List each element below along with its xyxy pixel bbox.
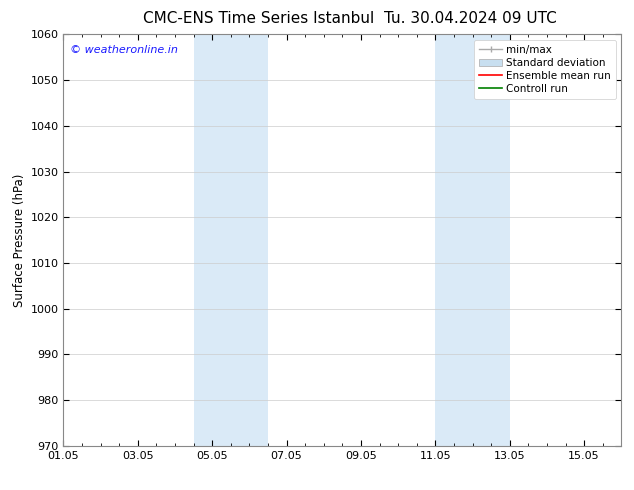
Y-axis label: Surface Pressure (hPa): Surface Pressure (hPa) xyxy=(13,173,26,307)
Text: © weatheronline.in: © weatheronline.in xyxy=(70,45,178,54)
Bar xyxy=(436,34,510,446)
Text: Tu. 30.04.2024 09 UTC: Tu. 30.04.2024 09 UTC xyxy=(384,11,557,26)
Bar xyxy=(193,34,268,446)
Text: CMC-ENS Time Series Istanbul: CMC-ENS Time Series Istanbul xyxy=(143,11,374,26)
Legend: min/max, Standard deviation, Ensemble mean run, Controll run: min/max, Standard deviation, Ensemble me… xyxy=(474,40,616,99)
